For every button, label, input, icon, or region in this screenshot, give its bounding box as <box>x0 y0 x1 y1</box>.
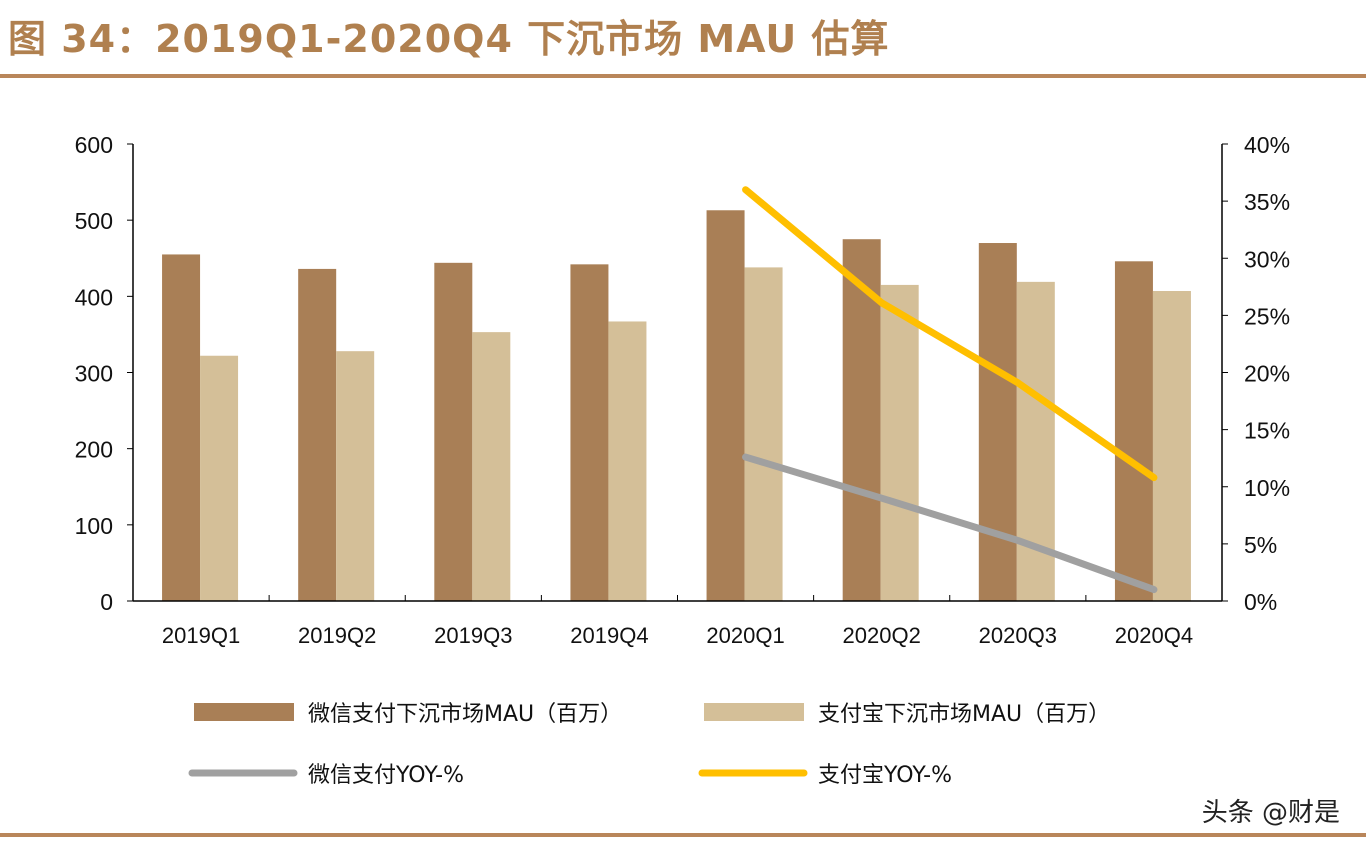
bar-wechat-2019Q1 <box>162 254 201 602</box>
legend-label: 微信支付下沉市场MAU（百万） <box>308 702 622 727</box>
left-tick-label: 0 <box>100 589 113 615</box>
x-tick-label: 2020Q1 <box>706 623 784 648</box>
right-tick-label: 5% <box>1244 532 1277 558</box>
x-tick-label: 2020Q4 <box>1115 623 1193 648</box>
right-tick-label: 0% <box>1244 589 1277 615</box>
bar-alipay-2019Q3 <box>472 332 511 601</box>
right-tick-label: 15% <box>1244 418 1290 444</box>
top-divider <box>0 74 1366 78</box>
x-tick-label: 2019Q1 <box>162 623 240 648</box>
legend-label: 支付宝YOY-% <box>818 763 952 788</box>
watermark: 头条 @财是 <box>1201 798 1340 828</box>
legend-swatch <box>704 703 804 721</box>
bar-alipay-2019Q4 <box>608 321 647 601</box>
bar-wechat-2020Q4 <box>1114 261 1153 601</box>
right-tick-label: 30% <box>1244 246 1290 272</box>
x-tick-label: 2020Q2 <box>843 623 921 648</box>
legend-label: 支付宝下沉市场MAU（百万） <box>818 702 1110 727</box>
x-tick-label: 2019Q3 <box>434 623 512 648</box>
line-alipay-yoy <box>742 186 1158 482</box>
x-tick-label: 2020Q3 <box>979 623 1057 648</box>
bar-wechat-2020Q3 <box>978 243 1017 601</box>
right-tick-label: 20% <box>1244 361 1290 387</box>
bar-alipay-2020Q1 <box>744 267 783 601</box>
legend-swatch <box>194 703 294 721</box>
line-wechat-yoy <box>742 453 1158 594</box>
bar-alipay-2019Q2 <box>336 351 375 601</box>
left-tick-label: 500 <box>75 208 113 234</box>
x-tick-label: 2019Q4 <box>570 623 648 648</box>
legend-label: 微信支付YOY-% <box>308 763 464 788</box>
bar-wechat-2019Q2 <box>298 268 337 601</box>
right-tick-label: 35% <box>1244 189 1290 215</box>
right-tick-label: 40% <box>1244 132 1290 158</box>
bar-wechat-2019Q4 <box>570 264 609 601</box>
bar-wechat-2020Q1 <box>706 210 745 601</box>
x-tick-label: 2019Q2 <box>298 623 376 648</box>
left-tick-label: 200 <box>75 437 113 463</box>
left-tick-label: 400 <box>75 284 113 310</box>
bottom-divider <box>0 833 1366 837</box>
right-tick-label: 25% <box>1244 303 1290 329</box>
chart-title: 图 34：2019Q1-2020Q4 下沉市场 MAU 估算 <box>8 17 890 61</box>
left-tick-label: 300 <box>75 361 113 387</box>
bar-wechat-2019Q3 <box>434 262 473 601</box>
left-tick-label: 600 <box>75 132 113 158</box>
right-tick-label: 10% <box>1244 475 1290 501</box>
bar-alipay-2020Q4 <box>1152 291 1191 601</box>
left-tick-label: 100 <box>75 513 113 539</box>
bar-alipay-2020Q2 <box>880 284 919 601</box>
bar-alipay-2019Q1 <box>200 355 239 601</box>
